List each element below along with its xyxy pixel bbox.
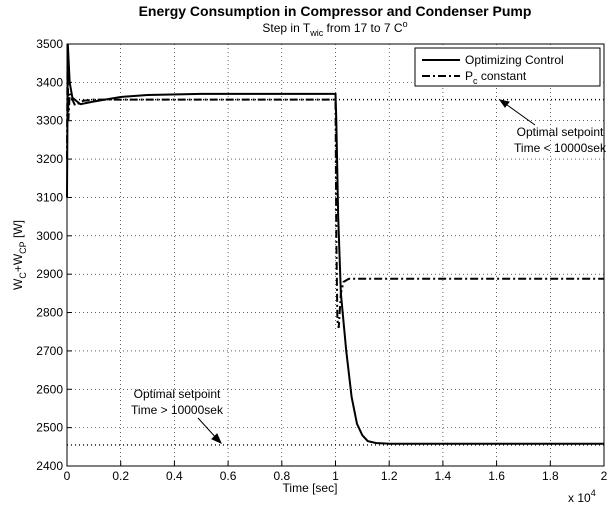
arrow: [502, 101, 536, 126]
y-label-sub: CP: [18, 241, 28, 254]
annotation-text: Optimal setpoint: [517, 125, 604, 139]
legend-label: Optimizing Control: [465, 53, 564, 67]
chart-title: Energy Consumption in Compressor and Con…: [139, 3, 532, 19]
legend-text-part: c: [473, 76, 478, 86]
multiplier-exp: 4: [591, 488, 596, 498]
y-label-sub: C: [18, 272, 28, 279]
arrowhead: [211, 433, 222, 444]
y-tick-label: 3400: [36, 75, 63, 89]
y-label-part: +W: [11, 253, 25, 272]
y-axis-label: WC+WCP [W]: [11, 220, 28, 290]
subtitle-part: from 17 to 7 C: [323, 21, 403, 35]
x-tick-label: 0.4: [166, 469, 183, 483]
y-label-part: W: [11, 278, 25, 290]
annotation-text: Time > 10000sek: [131, 403, 224, 417]
y-label-part: [W]: [11, 220, 25, 241]
x-tick-label: 1.2: [381, 469, 398, 483]
legend: Optimizing Control Pc constant: [414, 47, 601, 87]
y-tick-label: 2900: [36, 267, 63, 281]
legend-text-part: P: [465, 69, 473, 83]
legend-label: Pc constant: [465, 69, 527, 86]
annotation-text: Time < 10000sek: [514, 141, 607, 155]
annotation-text: Optimal setpoint: [134, 387, 221, 401]
annotation-arrows: [197, 99, 536, 444]
legend-box: [414, 47, 601, 87]
y-tick-label: 3000: [36, 229, 63, 243]
x-tick-label: 1.8: [542, 469, 559, 483]
x-tick-label: 2: [601, 469, 608, 483]
y-tick-label: 3200: [36, 152, 63, 166]
x-tick-label: 1.6: [488, 469, 505, 483]
arrowhead: [498, 99, 510, 108]
y-tick-label: 2800: [36, 306, 63, 320]
chart-subtitle: Step in Twic from 17 to 7 Co: [262, 19, 407, 38]
x-axis-label: Time [sec]: [283, 481, 338, 495]
data-line: [66, 43, 604, 445]
x-tick-label: 0: [64, 469, 71, 483]
y-tick-label: 3300: [36, 114, 63, 128]
x-tick-label: 0.8: [273, 469, 290, 483]
y-tick-label: 2700: [36, 344, 63, 358]
x-tick-label: 1.4: [435, 469, 452, 483]
legend-text-part: constant: [478, 69, 527, 83]
y-tick-label: 2400: [36, 459, 63, 473]
data-line: [66, 51, 604, 329]
multiplier-base: x 10: [568, 491, 591, 505]
subtitle-sub: wic: [309, 28, 323, 38]
subtitle-part: Step in T: [262, 21, 310, 35]
y-tick-label: 3500: [36, 37, 63, 51]
subtitle-sup: o: [403, 19, 408, 29]
x-tick-label: 0.2: [112, 469, 129, 483]
x-tick-label: 1: [332, 469, 339, 483]
x-tick-label: 0.6: [220, 469, 237, 483]
y-tick-label: 3100: [36, 190, 63, 204]
legend-text-part: Optimizing Control: [465, 53, 564, 67]
y-tick-label: 2600: [36, 382, 63, 396]
x-multiplier: x 104: [568, 488, 596, 505]
y-tick-label: 2500: [36, 421, 63, 435]
